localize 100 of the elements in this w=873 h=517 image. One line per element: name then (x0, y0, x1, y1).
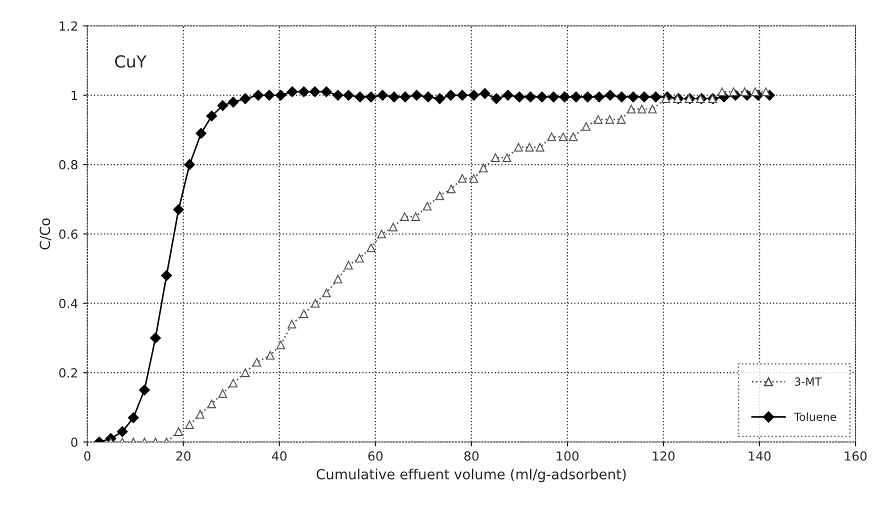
x-tick-label: 0 (84, 451, 90, 461)
point (479, 88, 490, 99)
point (456, 90, 468, 101)
point (559, 92, 570, 102)
point (422, 92, 434, 102)
point (286, 86, 298, 98)
point (594, 115, 603, 124)
point (240, 368, 250, 378)
point (354, 92, 366, 102)
point (445, 90, 456, 101)
point (173, 204, 184, 216)
point (422, 202, 432, 211)
point (388, 222, 398, 232)
point (458, 174, 467, 183)
point (228, 378, 238, 388)
point (128, 412, 139, 424)
point (366, 92, 376, 102)
point (218, 389, 228, 398)
point (616, 115, 626, 124)
x-tick-label: 140 (748, 451, 771, 461)
point (750, 87, 760, 96)
point (185, 420, 194, 430)
y-tick-label: 0.4 (59, 298, 78, 308)
y-tick-label: 0.8 (59, 160, 78, 170)
point (514, 92, 525, 102)
point (252, 90, 264, 101)
point (161, 270, 172, 281)
x-tick-label: 60 (368, 451, 383, 461)
point (377, 230, 386, 238)
point (196, 128, 207, 139)
y-tick-label: 0.6 (59, 229, 78, 239)
point (638, 92, 650, 102)
point (626, 104, 636, 114)
legend-label: Toluene (794, 412, 836, 421)
point (469, 174, 478, 183)
point (582, 122, 591, 131)
x-axis-title: Cumulative effuent volume (ml/g-adsorbent) (316, 468, 626, 482)
y-tick-label: 0.2 (59, 368, 78, 378)
point (740, 87, 749, 96)
point (309, 86, 320, 98)
point (196, 410, 204, 419)
point (502, 90, 514, 101)
annotation: CuY (115, 55, 147, 68)
x-tick-label: 40 (272, 451, 286, 461)
legend-label: 3-MT (794, 377, 822, 386)
y-tick-label: 1.2 (60, 21, 78, 31)
point (139, 384, 150, 396)
point (228, 96, 239, 108)
y-tick-label: 1 (72, 90, 78, 100)
x-tick-label: 20 (176, 451, 190, 461)
point (490, 93, 502, 104)
point (275, 90, 286, 101)
point (264, 90, 275, 101)
point (377, 90, 388, 101)
point (207, 400, 216, 408)
point (582, 92, 594, 102)
x-tick-label: 120 (652, 451, 675, 461)
point (184, 159, 196, 170)
point (558, 132, 568, 142)
point (594, 92, 605, 102)
point (491, 153, 500, 162)
point (334, 274, 342, 284)
point (468, 90, 480, 101)
point (648, 104, 657, 114)
point (298, 86, 310, 98)
point (729, 87, 738, 96)
point (616, 92, 628, 102)
point (266, 350, 275, 360)
point (761, 87, 770, 96)
point (206, 110, 218, 122)
point (355, 254, 364, 263)
point (536, 92, 548, 102)
point (116, 426, 128, 438)
point (276, 340, 286, 350)
point (650, 92, 662, 102)
point (435, 191, 444, 200)
point (628, 92, 639, 102)
point (150, 332, 161, 344)
point (718, 87, 726, 96)
point (320, 86, 332, 98)
point (217, 100, 228, 112)
point (311, 298, 320, 308)
point (502, 153, 512, 162)
point (343, 90, 354, 101)
point (548, 92, 559, 102)
point (434, 93, 446, 104)
point (525, 92, 536, 102)
point (400, 212, 410, 221)
point (288, 320, 296, 328)
point (332, 90, 344, 101)
point (536, 142, 544, 152)
point (446, 184, 456, 194)
point (604, 90, 616, 101)
point (411, 90, 422, 101)
point (411, 212, 420, 221)
point (479, 164, 488, 172)
point (174, 427, 183, 436)
point (344, 260, 353, 270)
point (547, 132, 556, 142)
point (568, 132, 578, 142)
